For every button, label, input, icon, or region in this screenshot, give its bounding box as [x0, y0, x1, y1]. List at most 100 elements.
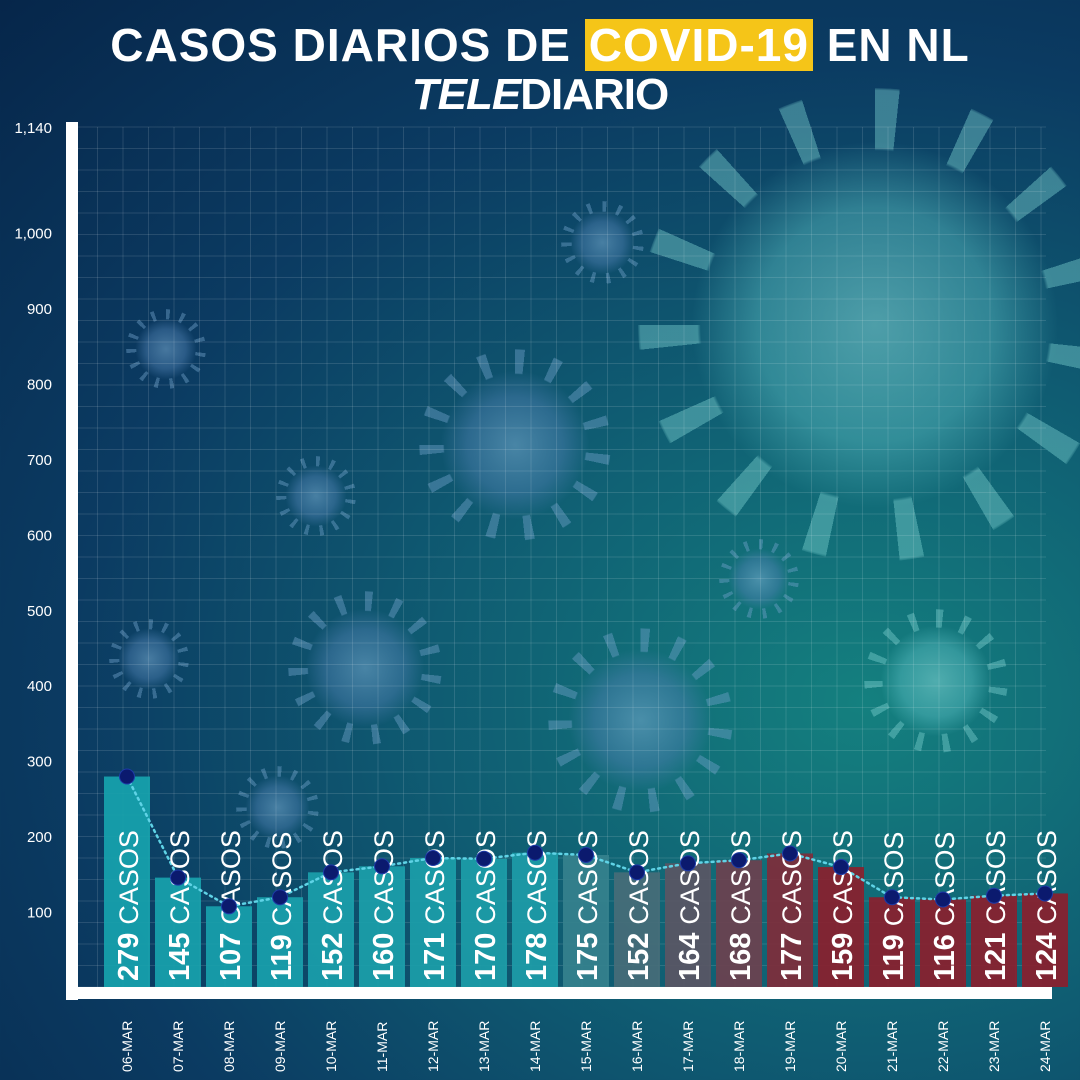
y-tick-label: 700 — [27, 452, 52, 469]
data-label-value: 175 — [572, 933, 604, 981]
data-point — [170, 869, 186, 886]
y-tick-label: 100 — [27, 905, 52, 922]
virus-illustration — [570, 210, 635, 275]
bar — [563, 854, 609, 987]
x-tick-label: 16-MAR — [629, 1021, 645, 1072]
data-label: 178 CASOS — [521, 830, 553, 981]
data-label-value: 159 — [827, 933, 859, 981]
bar — [920, 899, 966, 987]
data-label: 119 CASOS — [266, 832, 298, 981]
brand-logo: TELEDIARIO — [0, 70, 1080, 120]
data-point — [884, 889, 900, 906]
data-point — [935, 891, 951, 908]
y-tick-label: 900 — [27, 301, 52, 318]
x-tick-label: 20-MAR — [833, 1021, 849, 1072]
bar — [104, 776, 150, 987]
data-label-value: 107 — [215, 933, 247, 981]
data-label: 170 CASOS — [470, 830, 502, 981]
data-label: 168 CASOS — [725, 830, 757, 981]
bar — [716, 860, 762, 987]
data-label-value: 177 — [776, 933, 808, 981]
data-label-unit: CASOS — [471, 830, 501, 925]
virus-illustration — [690, 140, 1060, 510]
data-point — [986, 887, 1002, 904]
bar — [512, 852, 558, 987]
virus-illustration — [135, 318, 197, 380]
bar — [206, 906, 252, 987]
data-label-value: 121 — [980, 933, 1012, 981]
data-label: 119 CASOS — [878, 832, 910, 981]
data-label-unit: CASOS — [879, 832, 909, 927]
data-label-unit: CASOS — [573, 830, 603, 925]
data-point — [221, 898, 237, 915]
data-point — [782, 845, 798, 862]
bar — [971, 895, 1017, 987]
data-label: 160 CASOS — [368, 830, 400, 981]
y-tick-label: 600 — [27, 527, 52, 544]
data-point — [272, 889, 288, 906]
x-axis-line — [66, 987, 1052, 999]
title-highlight: COVID-19 — [584, 19, 813, 71]
virus-illustration — [118, 628, 180, 690]
data-label-unit: CASOS — [267, 832, 297, 927]
data-label-value: 279 — [113, 933, 145, 981]
data-label-value: 119 — [878, 934, 910, 981]
x-tick-label: 13-MAR — [476, 1021, 492, 1072]
x-tick-label: 24-MAR — [1037, 1021, 1053, 1072]
data-label-unit: CASOS — [981, 830, 1011, 925]
virus-illustration — [305, 608, 425, 728]
data-point — [680, 855, 696, 872]
data-point — [578, 846, 594, 863]
data-label-unit: CASOS — [369, 830, 399, 925]
chart-title: CASOS DIARIOS DE COVID-19 EN NL — [0, 18, 1080, 72]
data-label-unit: CASOS — [930, 832, 960, 927]
bar — [359, 866, 405, 987]
y-tick-label: 400 — [27, 678, 52, 695]
data-label-value: 145 — [164, 933, 196, 981]
data-label-value: 152 — [317, 933, 349, 981]
bar — [155, 877, 201, 987]
data-point — [629, 864, 645, 881]
virus-illustration — [285, 465, 347, 527]
data-label-value: 119 — [266, 934, 298, 981]
data-label-unit: CASOS — [726, 830, 756, 925]
data-label-value: 160 — [368, 933, 400, 981]
data-point — [476, 850, 492, 867]
bar — [767, 853, 813, 987]
x-tick-label: 21-MAR — [884, 1021, 900, 1072]
bar — [614, 872, 660, 987]
x-tick-label: 22-MAR — [935, 1021, 951, 1072]
data-label: 171 CASOS — [419, 830, 451, 981]
x-tick-label: 14-MAR — [527, 1021, 543, 1072]
bar — [257, 897, 303, 987]
virus-illustration — [568, 648, 713, 793]
bar — [1022, 893, 1068, 987]
y-tick-label: 1,000 — [14, 226, 52, 243]
x-tick-label: 23-MAR — [986, 1021, 1002, 1072]
data-label-value: 164 — [674, 933, 706, 981]
title-prefix: CASOS DIARIOS DE — [110, 19, 585, 71]
data-point — [374, 858, 390, 875]
bar — [869, 897, 915, 987]
data-label: 175 CASOS — [572, 830, 604, 981]
data-label: 124 CASOS — [1031, 830, 1063, 981]
data-label: 164 CASOS — [674, 830, 706, 981]
data-label-unit: CASOS — [675, 830, 705, 925]
data-point — [323, 864, 339, 881]
x-tick-label: 15-MAR — [578, 1021, 594, 1072]
y-tick-label: 500 — [27, 603, 52, 620]
data-point — [425, 850, 441, 866]
bar — [818, 867, 864, 987]
y-tick-label: 300 — [27, 754, 52, 771]
data-point — [731, 852, 747, 869]
y-axis-line — [66, 122, 78, 1000]
data-label-value: 116 — [929, 934, 961, 981]
data-point — [527, 844, 543, 861]
bar — [665, 863, 711, 987]
data-label-unit: CASOS — [522, 830, 552, 925]
data-label-value: 171 — [419, 933, 451, 981]
data-label-unit: CASOS — [777, 830, 807, 925]
x-tick-label: 17-MAR — [680, 1021, 696, 1072]
data-label: 152CASOS — [623, 830, 655, 981]
bar — [461, 858, 507, 987]
